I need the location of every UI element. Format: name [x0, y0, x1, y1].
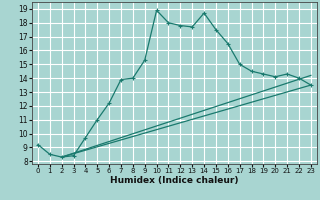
X-axis label: Humidex (Indice chaleur): Humidex (Indice chaleur) — [110, 176, 239, 185]
